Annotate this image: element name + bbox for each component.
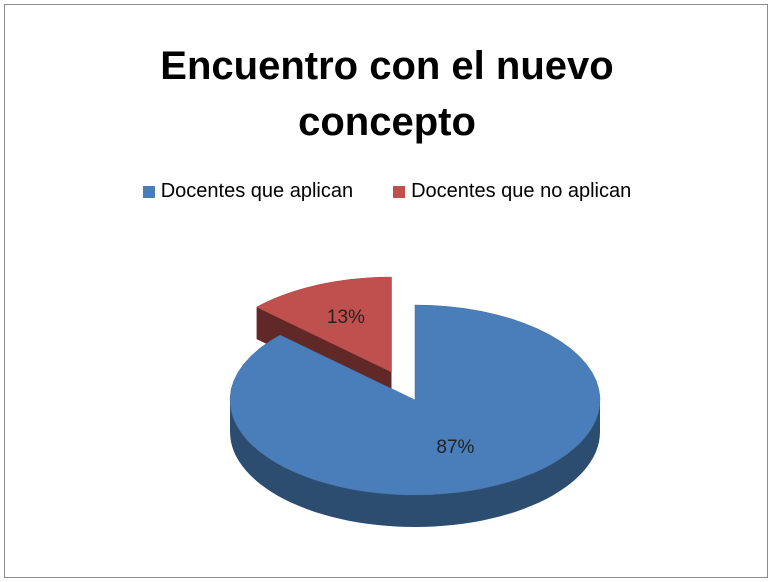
slice-side xyxy=(230,400,600,527)
legend: Docentes que aplican Docentes que no apli… xyxy=(0,180,774,203)
legend-item: Docentes que aplican xyxy=(142,180,354,203)
slice-group xyxy=(229,304,601,527)
data-label: 87% xyxy=(436,437,474,458)
chart-frame xyxy=(4,4,768,578)
legend-swatch xyxy=(142,185,155,198)
legend-label: Docentes que no aplican xyxy=(411,180,632,202)
legend-item: Docentes que no aplican xyxy=(393,180,631,203)
legend-label: Docentes que aplican xyxy=(160,180,354,202)
slice xyxy=(256,276,392,373)
chart-title: Encuentro con el nuevo concepto xyxy=(160,44,614,144)
data-label: 13% xyxy=(327,307,365,328)
slice xyxy=(229,304,601,496)
legend-swatch xyxy=(393,185,406,198)
